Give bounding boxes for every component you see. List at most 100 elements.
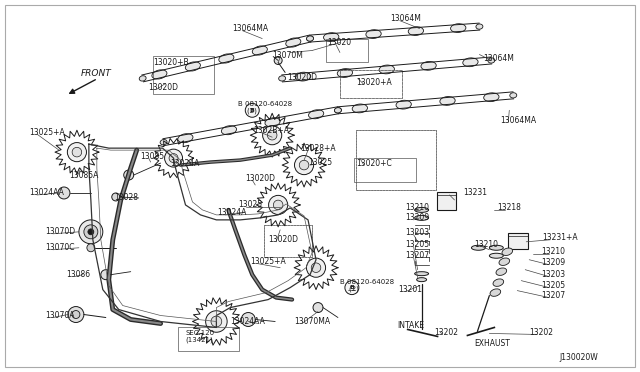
Text: 13025+A: 13025+A [29,128,65,137]
Circle shape [68,307,84,323]
Ellipse shape [451,24,466,32]
Ellipse shape [286,38,301,47]
Bar [356,130,436,190]
Circle shape [300,160,309,170]
Text: 13231: 13231 [463,189,488,198]
Text: 13024A: 13024A [171,158,200,167]
Ellipse shape [488,58,495,63]
Ellipse shape [484,93,499,102]
Text: 13070A: 13070A [45,311,74,320]
Ellipse shape [160,140,167,145]
Text: 13020+A: 13020+A [356,78,392,87]
Text: 13085A: 13085A [69,170,99,180]
Text: 13209: 13209 [541,258,565,267]
Text: 13020+C: 13020+C [356,158,392,167]
Ellipse shape [396,100,412,109]
Ellipse shape [152,70,167,79]
Ellipse shape [221,126,237,135]
Ellipse shape [502,248,513,256]
Ellipse shape [335,108,341,113]
Ellipse shape [417,278,427,282]
Text: 13028: 13028 [114,193,138,202]
Circle shape [112,193,120,201]
Text: 13203: 13203 [541,270,565,279]
Text: B: B [250,108,255,113]
Text: FRONT: FRONT [81,69,111,78]
Circle shape [72,311,80,318]
Text: 13086: 13086 [66,270,90,279]
Text: 13218: 13218 [497,203,521,212]
Bar [264,225,312,257]
Ellipse shape [476,24,483,29]
Circle shape [84,225,98,239]
Bar [264,225,312,257]
Ellipse shape [352,104,367,113]
Text: 13210: 13210 [406,203,429,212]
Text: 13025: 13025 [238,201,262,209]
Ellipse shape [415,215,429,220]
Text: 1302B+A: 1302B+A [253,126,289,135]
Text: 13202: 13202 [435,328,459,337]
Text: 13020D: 13020D [268,235,298,244]
Text: 13020: 13020 [327,38,351,47]
Ellipse shape [366,30,381,38]
Bar [326,39,368,62]
Circle shape [101,270,111,280]
Ellipse shape [490,253,503,258]
Text: 13024AA: 13024AA [230,317,265,326]
Ellipse shape [415,272,429,276]
Text: INTAKE: INTAKE [397,321,425,330]
Ellipse shape [308,110,324,119]
Circle shape [307,258,326,277]
Text: 13203: 13203 [406,228,430,237]
Text: 13070MA: 13070MA [294,317,330,326]
Ellipse shape [335,108,341,113]
Ellipse shape [472,245,485,250]
Circle shape [274,57,282,64]
Circle shape [345,280,359,295]
Bar [152,57,214,94]
Text: 13209: 13209 [406,214,430,222]
Circle shape [169,154,178,163]
Text: J130020W: J130020W [559,353,598,362]
Circle shape [72,147,82,157]
Text: 13064M: 13064M [390,14,420,23]
Circle shape [79,220,103,244]
Ellipse shape [307,36,314,41]
Text: 13202: 13202 [529,328,553,337]
Ellipse shape [421,61,436,70]
Circle shape [164,149,182,167]
Text: 13205: 13205 [406,240,430,249]
Text: 13025: 13025 [308,158,332,167]
Circle shape [269,195,288,215]
Text: 13064M: 13064M [483,54,515,63]
Text: 13064MA: 13064MA [232,24,268,33]
Text: 13028+A: 13028+A [300,144,336,153]
Text: B: B [349,285,355,290]
Ellipse shape [219,54,234,63]
Circle shape [67,142,86,162]
Ellipse shape [415,208,429,212]
Text: B 08120-64028
    (2): B 08120-64028 (2) [340,279,394,292]
Text: 13024A: 13024A [218,208,247,217]
Text: 13020+B: 13020+B [154,58,189,67]
Text: 13064MA: 13064MA [500,116,536,125]
Ellipse shape [186,62,200,71]
Ellipse shape [490,289,500,296]
Text: 13070M: 13070M [272,51,303,60]
Ellipse shape [337,68,353,77]
Circle shape [294,155,314,174]
Text: 13085: 13085 [141,152,164,161]
Text: 13020D: 13020D [245,173,275,183]
Text: 13207: 13207 [406,251,430,260]
Circle shape [241,312,255,327]
Ellipse shape [510,93,516,98]
Text: 13070C: 13070C [45,243,74,252]
Bar [340,70,402,98]
Circle shape [211,316,222,327]
Ellipse shape [379,65,394,74]
Text: 13210: 13210 [474,240,499,249]
Ellipse shape [140,76,146,81]
Text: EXHAUST: EXHAUST [474,339,510,348]
Text: 13231+A: 13231+A [542,233,578,242]
